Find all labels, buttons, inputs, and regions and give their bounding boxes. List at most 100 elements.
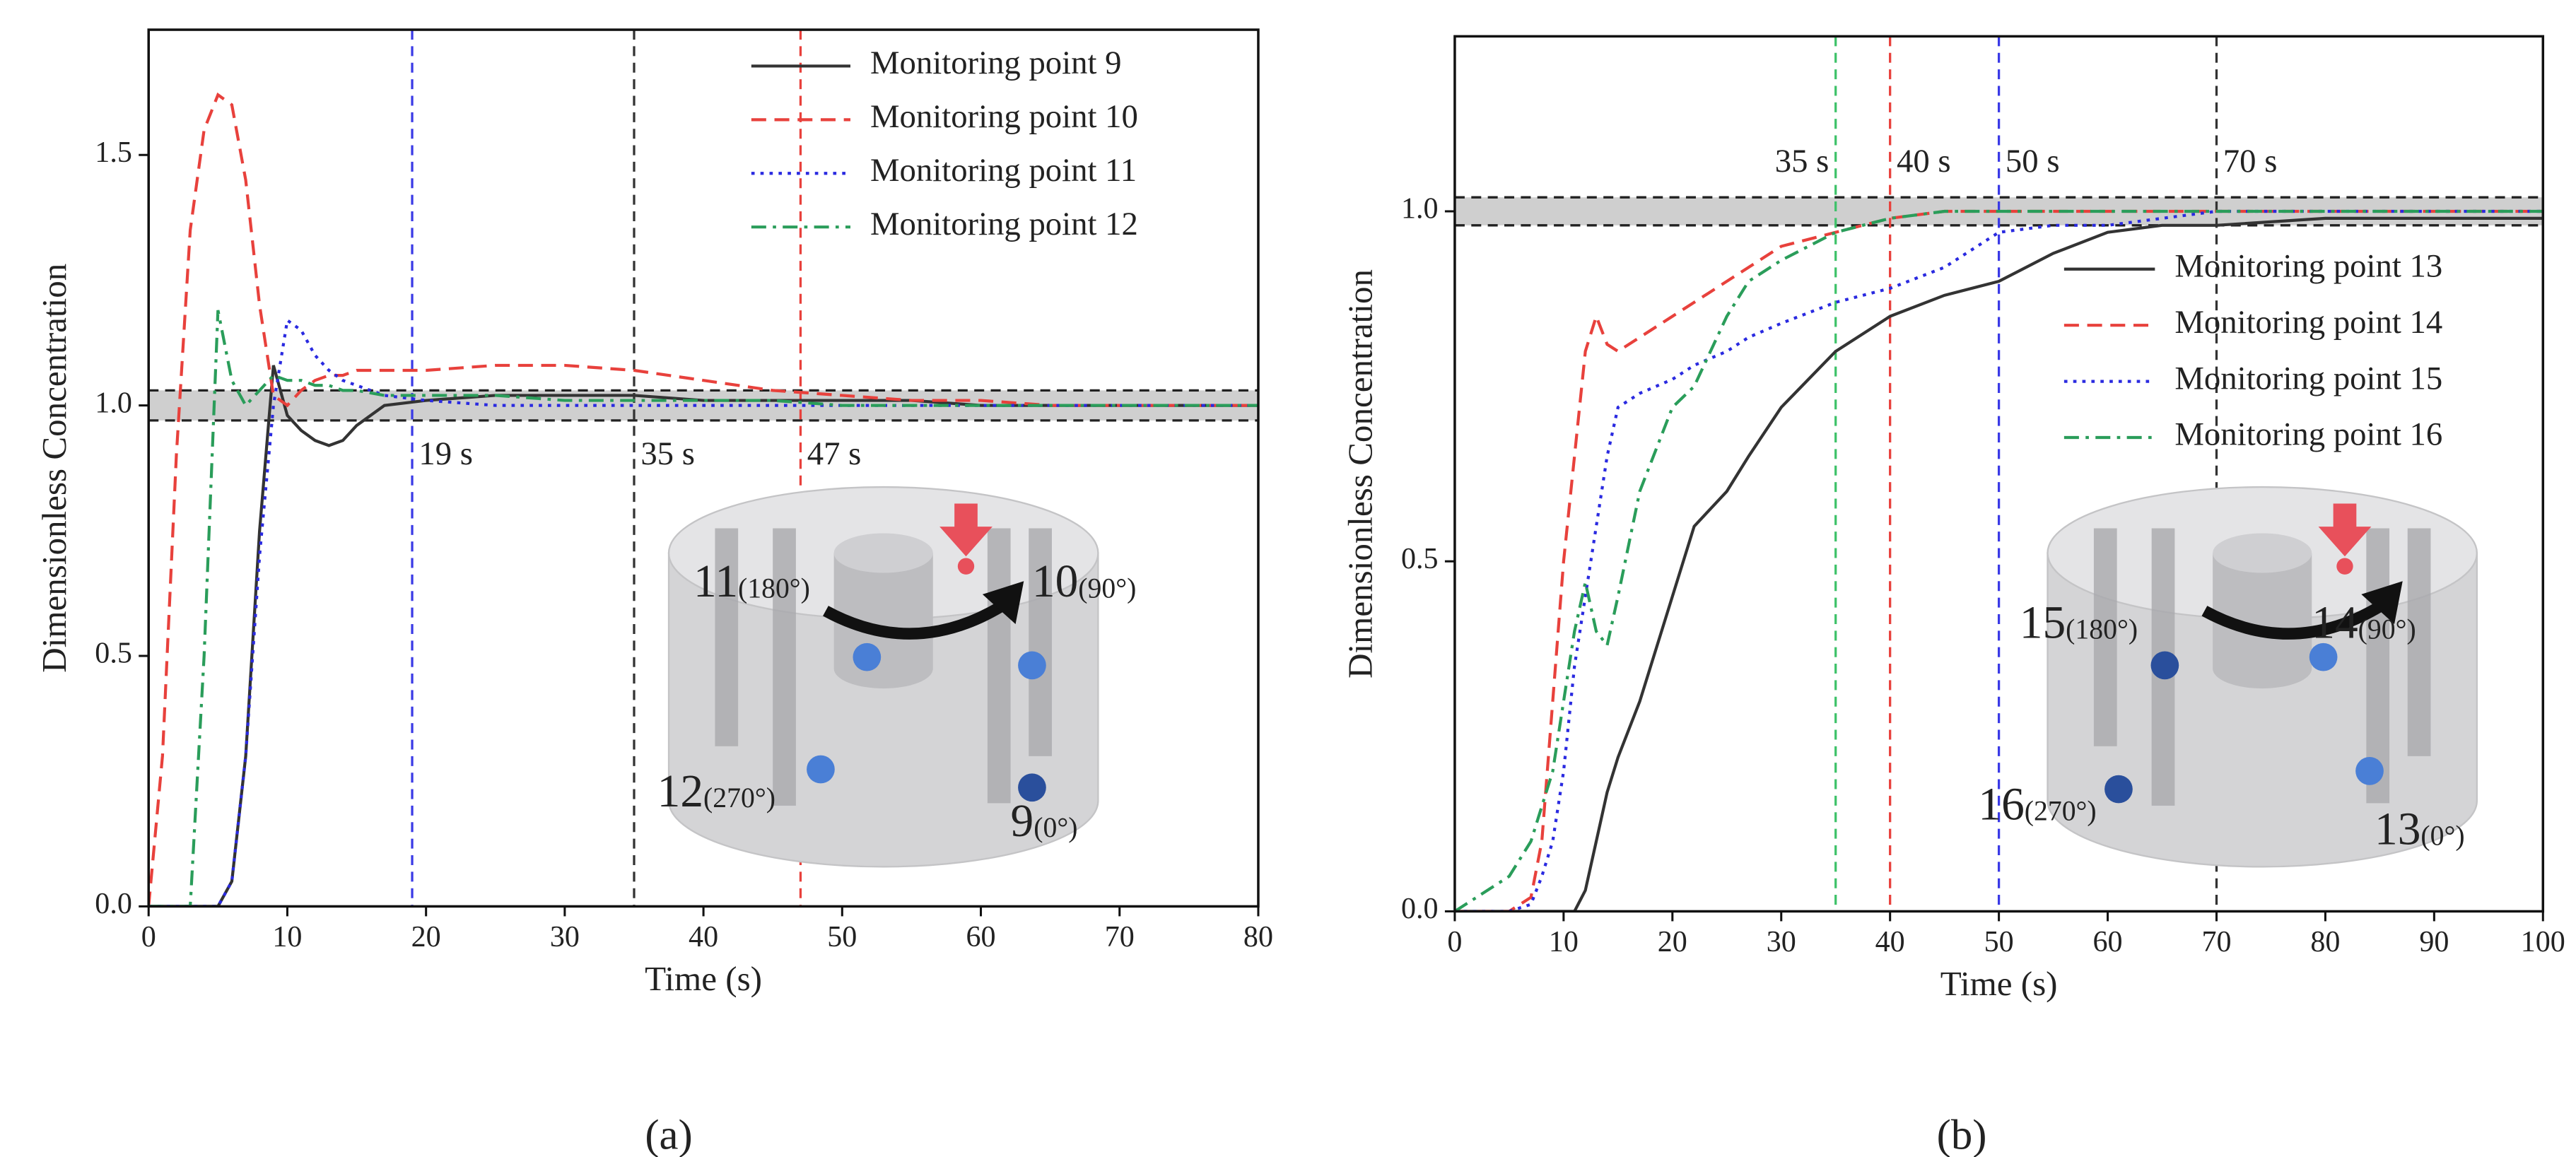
inset-label-angle: (180°) (2066, 614, 2138, 645)
series-line (1454, 216, 2543, 912)
inset-baffle (2093, 528, 2117, 746)
series-line (148, 92, 1258, 907)
x-tick-label: 60 (2093, 926, 2123, 958)
inset-monitor-dot (2355, 757, 2384, 785)
time-marker-label: 70 s (2223, 143, 2278, 180)
inset-label-number: 10 (1032, 556, 1078, 607)
panel-label: (a) (645, 1112, 692, 1157)
inset-monitor-dot (2150, 651, 2179, 680)
inset-baffle (1029, 528, 1052, 756)
series-line (1454, 209, 2543, 912)
legend-label: Monitoring point 12 (870, 206, 1138, 242)
inset-baffle (715, 528, 739, 746)
y-tick-label: 1.0 (95, 387, 132, 419)
inset-monitor-dot (807, 755, 835, 784)
inset-monitor-dot (2104, 775, 2133, 804)
inset-label-number: 11 (693, 556, 738, 607)
x-tick-label: 90 (2419, 926, 2449, 958)
time-marker-label: 47 s (807, 435, 862, 472)
legend-label: Monitoring point 15 (2174, 360, 2442, 397)
x-tick-label: 70 (1105, 921, 1135, 953)
inset-label: 12(270°) (657, 766, 775, 817)
inset-rotation-head (2361, 581, 2403, 624)
y-tick-label: 0.0 (95, 888, 132, 920)
x-tick-label: 70 (2201, 926, 2231, 958)
chart-panel: 35 s 40 s 50 s 70 s Monitoring point 13 Monit… (1341, 35, 2565, 1157)
inset-monitor-dot (1018, 651, 1046, 680)
chart-panel: 19 s 35 s 47 s Monitoring point 9 Monitoring… (35, 28, 1273, 1157)
inset-label: 9(0°) (1011, 796, 1078, 847)
time-marker-label: 19 s (418, 435, 473, 472)
inset-label-angle: (90°) (1078, 572, 1136, 604)
y-axis-label: Dimensionless Concentration (35, 264, 74, 673)
inset-label: 16(270°) (1978, 780, 2096, 830)
inset-label-angle: (0°) (1034, 812, 1077, 843)
x-tick-label: 10 (1549, 926, 1579, 958)
inset-label-number: 14 (2312, 598, 2358, 649)
inset-label-number: 15 (2020, 598, 2066, 649)
panel-label: (b) (1937, 1112, 1987, 1157)
time-marker-label: 35 s (1775, 143, 1829, 180)
y-tick-label: 1.0 (1401, 193, 1439, 225)
x-tick-label: 50 (1984, 926, 2014, 958)
x-tick-label: 0 (141, 921, 156, 953)
x-tick-label: 30 (1767, 926, 1796, 958)
inset-label-number: 13 (2375, 804, 2420, 855)
time-marker-label: 40 s (1897, 143, 1951, 180)
inset-baffle (2407, 528, 2431, 756)
x-tick-label: 50 (827, 921, 857, 953)
inset-rotation-arrow (823, 597, 1011, 640)
inset-label: 14(90°) (2312, 598, 2416, 649)
inset-label-number: 12 (657, 766, 703, 817)
time-marker-label: 35 s (640, 435, 695, 472)
inset-label-angle: (0°) (2420, 821, 2464, 852)
y-tick-label: 1.5 (95, 136, 132, 169)
legend-label: Monitoring point 9 (870, 45, 1121, 81)
x-axis-label: Time (s) (1940, 964, 2058, 1003)
x-axis-label: Time (s) (645, 959, 762, 998)
inset-monitor-dot (1018, 773, 1046, 802)
y-tick-label: 0.0 (1401, 893, 1439, 925)
y-axis-label: Dimensionless Concentration (1341, 269, 1380, 679)
x-tick-label: 30 (550, 921, 580, 953)
series-line (148, 317, 1258, 907)
inset-shaft-top (2213, 533, 2312, 573)
y-tick-label: 0.5 (95, 638, 132, 670)
inset-shaft-top (833, 533, 933, 573)
x-tick-label: 100 (2521, 926, 2565, 958)
inset-label: 10(90°) (1032, 556, 1136, 607)
legend-label: Monitoring point 16 (2174, 416, 2442, 453)
y-tick-label: 0.5 (1401, 543, 1439, 575)
x-tick-label: 20 (1658, 926, 1687, 958)
x-tick-label: 40 (689, 921, 718, 953)
inset-monitor-dot (853, 642, 882, 671)
x-tick-label: 80 (1243, 921, 1273, 953)
series-line (148, 310, 1258, 907)
legend-label: Monitoring point 13 (2174, 247, 2442, 284)
legend-label: Monitoring point 11 (870, 152, 1137, 189)
x-tick-label: 80 (2310, 926, 2340, 958)
inset-label-angle: (180°) (738, 572, 810, 604)
x-tick-label: 0 (1447, 926, 1462, 958)
x-tick-label: 40 (1875, 926, 1905, 958)
inset-shaft (2213, 553, 2312, 689)
legend-label: Monitoring point 10 (870, 98, 1138, 135)
inset-inlet-arrow (939, 503, 993, 557)
inset-label-angle: (90°) (2358, 614, 2416, 645)
inset-baffle (773, 528, 796, 806)
inset-inlet-point (2336, 558, 2353, 575)
inset-monitor-dot (2309, 642, 2338, 671)
inset-inlet-point (957, 558, 975, 575)
inset-label-angle: (270°) (703, 782, 775, 814)
inset-rotation-arrow (2201, 597, 2389, 640)
inset-label-angle: (270°) (2025, 796, 2097, 827)
legend-label: Monitoring point 14 (2174, 304, 2442, 341)
inset-label: 13(0°) (2375, 804, 2465, 855)
x-tick-label: 10 (272, 921, 302, 953)
inset-inlet-arrow (2318, 503, 2372, 557)
inset-label: 11(180°) (693, 556, 810, 607)
inset-baffle (987, 528, 1011, 804)
inset-rotation-head (982, 581, 1024, 624)
